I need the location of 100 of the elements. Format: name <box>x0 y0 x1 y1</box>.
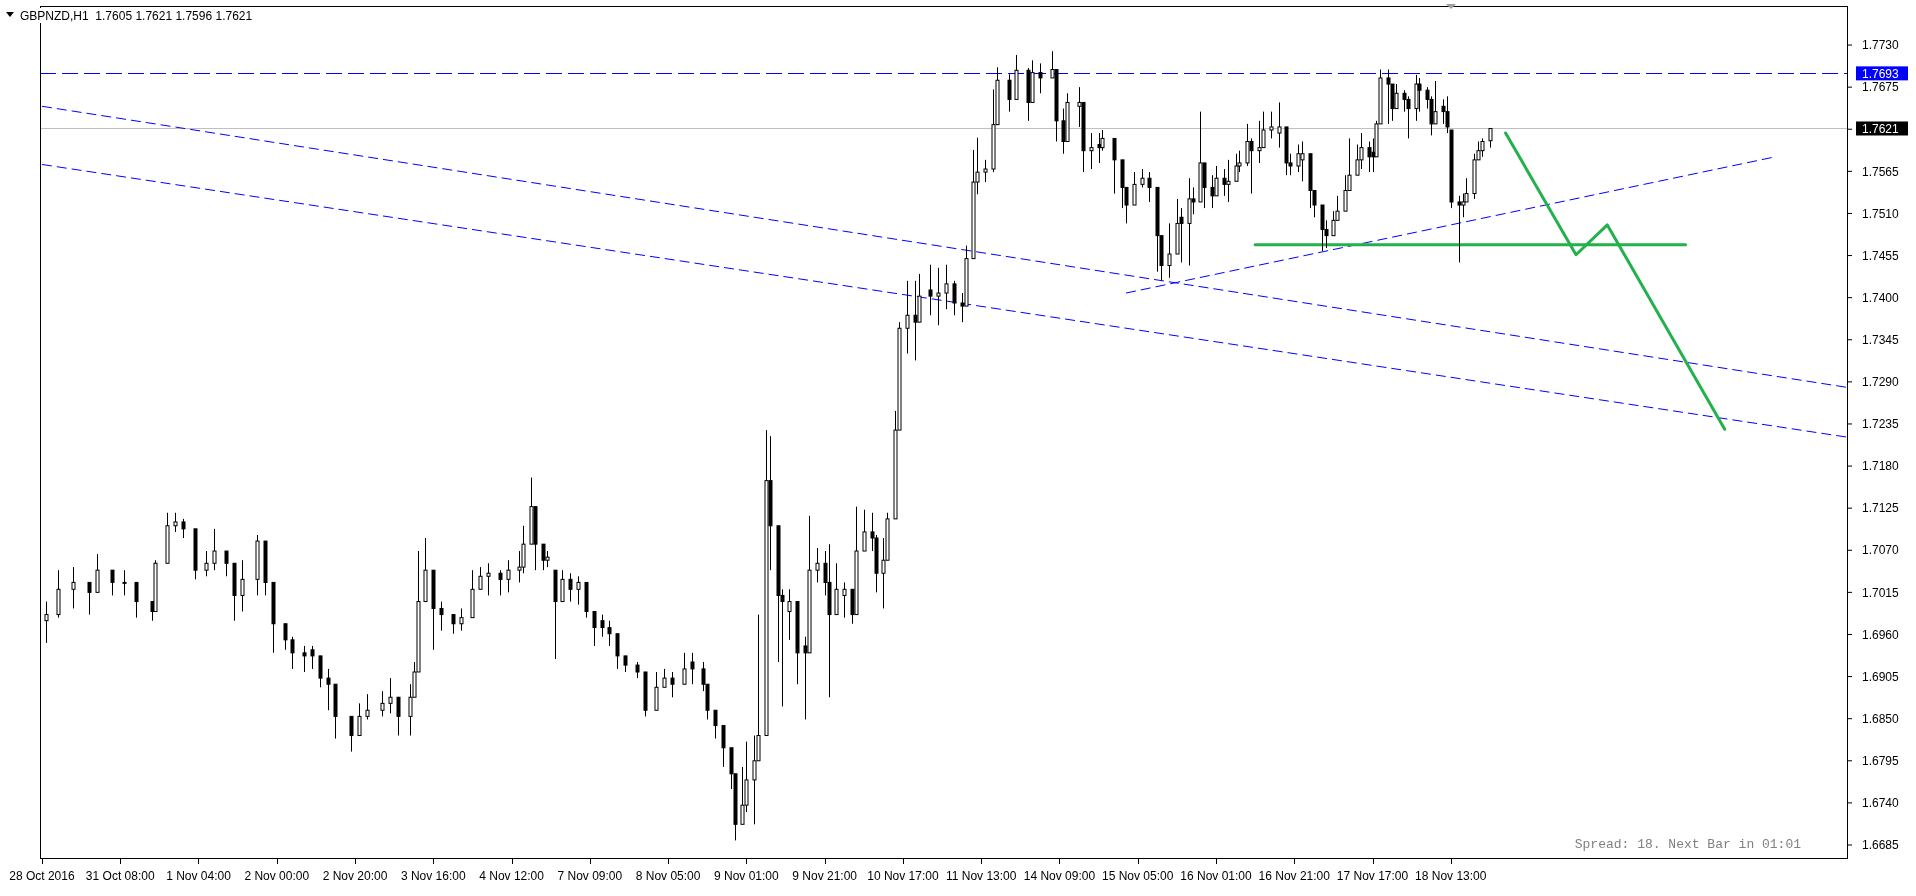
candlestick <box>44 601 49 644</box>
ref-line-label: 1.7621 <box>1862 121 1900 136</box>
candlestick <box>662 668 667 688</box>
y-tick-label: 1.7730 <box>1862 38 1900 53</box>
y-tick-label: 1.6795 <box>1862 753 1900 768</box>
candlestick <box>498 569 503 596</box>
candlestick <box>615 633 620 670</box>
x-tick-label: 10 Nov 17:00 <box>867 869 939 883</box>
candlestick <box>752 735 757 825</box>
x-tick-label: 18 Nov 13:00 <box>1415 869 1487 883</box>
candlestick <box>1257 120 1262 164</box>
candlestick <box>349 715 354 753</box>
candlestick <box>439 601 444 632</box>
candlestick <box>357 702 362 737</box>
candlestick <box>1277 101 1282 149</box>
candlestick <box>1488 127 1493 149</box>
candlestick <box>592 611 597 647</box>
y-tick-label: 1.7070 <box>1862 543 1900 558</box>
y-tick-label: 1.7125 <box>1862 501 1900 516</box>
chart-title: GBPNZD,H1 1.7605 1.7621 1.7596 1.7621 <box>20 9 253 23</box>
candlestick <box>95 553 100 593</box>
candlestick <box>928 264 933 316</box>
candlestick <box>134 581 139 619</box>
x-tick-label: 16 Nov 21:00 <box>1258 869 1331 883</box>
candlestick <box>983 159 988 183</box>
candlestick <box>71 566 76 609</box>
candlestick <box>388 677 393 714</box>
annotation: Spread: 18. Next Bar in 01:01 <box>1574 837 1802 852</box>
candlestick <box>654 671 659 711</box>
y-tick-label: 1.7290 <box>1862 375 1900 390</box>
candlestick <box>1132 171 1137 206</box>
y-tick-label: 1.6850 <box>1862 711 1900 726</box>
candlestick <box>1269 111 1274 139</box>
x-tick-label: 3 Nov 16:00 <box>400 869 466 883</box>
x-tick-label: 7 Nov 09:00 <box>557 869 623 883</box>
candlestick <box>1480 137 1485 158</box>
candlestick <box>365 693 370 720</box>
candlestick <box>1112 137 1117 195</box>
candlestick <box>506 559 511 593</box>
y-tick-label: 1.7565 <box>1862 164 1900 179</box>
y-tick-label: 1.7235 <box>1862 417 1900 432</box>
candlestick <box>905 280 910 355</box>
candlestick <box>204 550 209 577</box>
candlestick <box>815 547 820 583</box>
candlestick <box>122 569 127 596</box>
x-tick-label: 16 Nov 01:00 <box>1180 869 1252 883</box>
x-tick-label: 11 Nov 13:00 <box>945 869 1017 883</box>
y-tick-label: 1.7015 <box>1862 585 1900 600</box>
candlestick <box>1140 168 1145 188</box>
candlestick <box>1210 174 1215 209</box>
candlestick <box>944 264 949 310</box>
candlestick <box>936 267 941 326</box>
x-tick-label: 14 Nov 09:00 <box>1023 869 1096 883</box>
candlestick <box>713 709 718 740</box>
candlestick <box>1343 174 1348 212</box>
candlestick <box>212 528 217 571</box>
candlestick <box>842 581 847 619</box>
candlestick <box>787 588 792 641</box>
candlestick <box>283 623 288 651</box>
candlestick <box>1007 73 1012 113</box>
candlestick <box>478 566 483 590</box>
candlestick <box>451 614 456 635</box>
candlestick <box>560 569 565 603</box>
candlestick <box>1226 159 1231 203</box>
x-tick-label: 15 Nov 05:00 <box>1102 869 1174 883</box>
candlestick <box>690 652 695 685</box>
x-tick-label: 2 Nov 20:00 <box>322 869 388 883</box>
candlestick <box>913 280 918 361</box>
candlestick <box>1367 140 1372 173</box>
candlestick <box>181 518 186 539</box>
candlestick <box>318 655 323 688</box>
y-tick-label: 1.7675 <box>1862 80 1900 95</box>
x-tick-label: 4 Nov 12:00 <box>479 869 545 883</box>
candlestick <box>1461 193 1466 218</box>
y-tick-label: 1.6905 <box>1862 669 1900 684</box>
candlestick <box>670 671 675 698</box>
candlestick <box>1331 210 1336 237</box>
y-tick-label: 1.7180 <box>1862 459 1900 474</box>
candlestick <box>607 620 612 647</box>
candlestick <box>290 636 295 670</box>
y-tick-label: 1.6685 <box>1862 838 1900 853</box>
candlestick <box>1457 195 1462 263</box>
candlestick <box>380 690 385 717</box>
candlestick <box>568 572 573 603</box>
candlestick <box>721 725 726 768</box>
candlestick <box>1300 140 1305 182</box>
candlestick <box>1167 222 1172 279</box>
x-tick-label: 2 Nov 00:00 <box>244 869 310 883</box>
candlestick <box>576 575 581 606</box>
candlestick <box>1249 137 1254 195</box>
candlestick <box>600 614 605 638</box>
candlestick <box>310 645 315 670</box>
candlestick <box>326 668 331 711</box>
candlestick <box>459 607 464 632</box>
candlestick <box>240 559 245 613</box>
candlestick <box>173 512 178 533</box>
candlestick <box>1433 80 1438 125</box>
candlestick <box>682 652 687 685</box>
y-tick-label: 1.7455 <box>1862 248 1900 263</box>
x-tick-label: 8 Nov 05:00 <box>635 869 701 883</box>
